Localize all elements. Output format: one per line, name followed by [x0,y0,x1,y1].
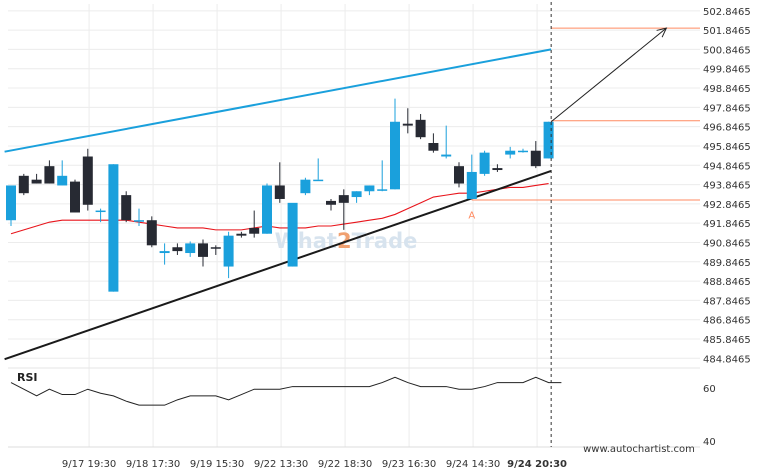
candle-body [172,247,183,252]
candle-body [313,179,324,182]
candle-body [146,220,157,246]
time-tick-label: 9/18 17:30 [126,459,180,470]
price-tick-label: 486.8465 [703,316,751,327]
resistance-trend-line [4,48,552,153]
candle-body [518,150,528,153]
candle-body [351,191,362,198]
support-trend-line [4,170,552,361]
price-tick-label: 501.8465 [703,26,751,37]
candle-body [287,202,298,267]
price-tick-label: 493.8465 [703,181,751,192]
price-tick-label: 497.8465 [703,103,751,114]
price-tick-label: 492.8465 [703,200,751,211]
time-tick-label: 9/19 15:30 [190,459,244,470]
candle-body [134,220,144,222]
site-url: www.autochartist.com [583,444,695,455]
candle-body [530,150,541,167]
candle-body [95,210,106,213]
candle-body [6,185,16,221]
rsi-tick-label: 60 [703,384,716,395]
price-tick-label: 498.8465 [703,84,751,95]
time-tick-label: 9/23 16:30 [382,459,436,470]
candle-body [262,185,272,234]
watermark: What2Trade [275,229,418,253]
rsi-tick-label: 40 [703,437,716,448]
candle-body [274,185,285,199]
candle-body [479,152,490,174]
candle-body [185,243,196,254]
candle-body [454,166,464,184]
candle-body [428,142,439,151]
time-tick-label: 9/22 13:30 [254,459,308,470]
candle-body [415,119,426,138]
candle-body [326,200,336,205]
trend-lines [4,48,552,361]
candle-body [82,156,93,205]
time-tick-label: 9/17 19:30 [62,459,116,470]
rsi-line [10,376,562,406]
time-tick-label: 9/22 18:30 [318,459,372,470]
candle-body [121,195,132,221]
candle-body [364,185,375,192]
candle-body [402,123,413,126]
grid [8,4,700,448]
rsi-label: RSI [17,371,38,384]
candle-body [543,121,554,159]
price-tick-label: 489.8465 [703,258,751,269]
time-tick-label: 9/24 20:30 [507,459,567,470]
candle-body [159,251,170,254]
candle-body [44,166,55,184]
forecast-arrow-line [550,27,667,123]
price-tick-label: 487.8465 [703,296,751,307]
rsi-panel: RSI 60 40 [10,371,716,448]
candle-body [338,195,349,203]
candle-body [70,181,80,213]
candle-body [300,179,311,194]
candle-body [466,171,477,199]
candle-body [223,235,234,267]
price-axis: 502.8465 501.8465 500.8465 499.8465 498.8465… [703,7,751,365]
candle-body [210,247,221,249]
time-tick-label: 9/24 14:30 [446,459,500,470]
candlesticks [6,98,554,292]
candle-body [18,175,29,194]
price-tick-label: 496.8465 [703,123,751,134]
candle-body [390,121,400,190]
candle-body [492,168,503,171]
price-tick-label: 491.8465 [703,219,751,230]
price-tick-label: 502.8465 [703,7,751,18]
price-tick-label: 490.8465 [703,238,751,249]
watermark-logo: What2Trade [275,229,418,253]
price-tick-label: 500.8465 [703,45,751,56]
price-tick-label: 495.8465 [703,142,751,153]
time-axis: 9/17 19:30 9/18 17:30 9/19 15:30 9/22 13:30… [62,459,567,470]
price-tick-label: 494.8465 [703,161,751,172]
candle-body [377,189,388,191]
candle-body [505,150,516,155]
forecast-arrow-head [656,27,668,38]
candle-body [198,243,208,257]
candle-body [249,227,260,234]
price-tick-label: 499.8465 [703,65,751,76]
candle-body [31,179,42,184]
forecast-arrow [550,27,668,123]
candle-body [441,154,452,157]
candle-body [236,233,247,236]
price-tick-label: 484.8465 [703,354,751,365]
pattern-marker-label: A [468,211,475,222]
candle-body [108,164,119,292]
price-tick-label: 485.8465 [703,335,751,346]
candle-body [57,175,68,186]
price-tick-label: 488.8465 [703,277,751,288]
price-levels: A [468,2,700,447]
